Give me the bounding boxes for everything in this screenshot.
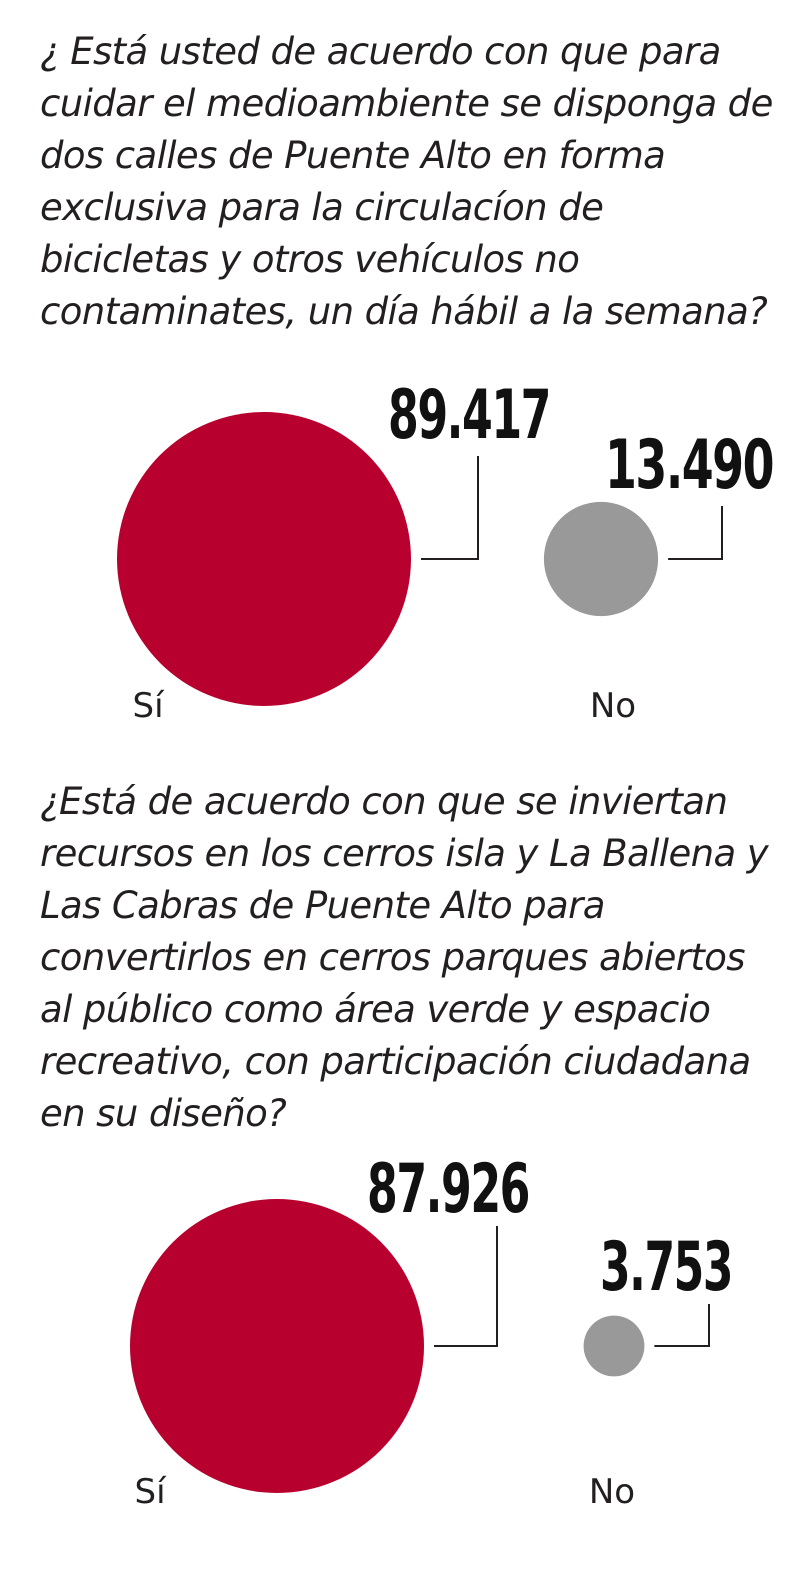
leader-line-no: [668, 506, 723, 560]
leader-line-no: [654, 1304, 710, 1347]
category-label-no: No: [589, 1472, 635, 1512]
question-1: ¿ Está usted de acuerdo con que para cui…: [40, 30, 773, 333]
value-label-no: 13.490: [605, 426, 773, 505]
category-label-si: Sí: [132, 686, 165, 726]
bubble-si: [130, 1199, 424, 1493]
value-label-no: 3.753: [600, 1228, 732, 1307]
value-label-si: 87.926: [367, 1150, 529, 1229]
bubble-no: [543, 501, 659, 617]
leader-line-si: [421, 456, 479, 560]
value-label-si: 89.417: [388, 376, 550, 455]
bubble-chart-2: 87.926 3.753 Sí No: [130, 1150, 734, 1512]
bubble-chart-1: 89.417 13.490 Sí No: [117, 376, 775, 726]
category-label-si: Sí: [134, 1472, 167, 1512]
leader-line-si: [434, 1226, 498, 1347]
question-2: ¿Está de acuerdo con que se inviertan re…: [40, 780, 769, 1135]
bubble-si: [117, 412, 411, 706]
category-label-no: No: [590, 686, 636, 726]
bubble-no: [583, 1315, 645, 1377]
